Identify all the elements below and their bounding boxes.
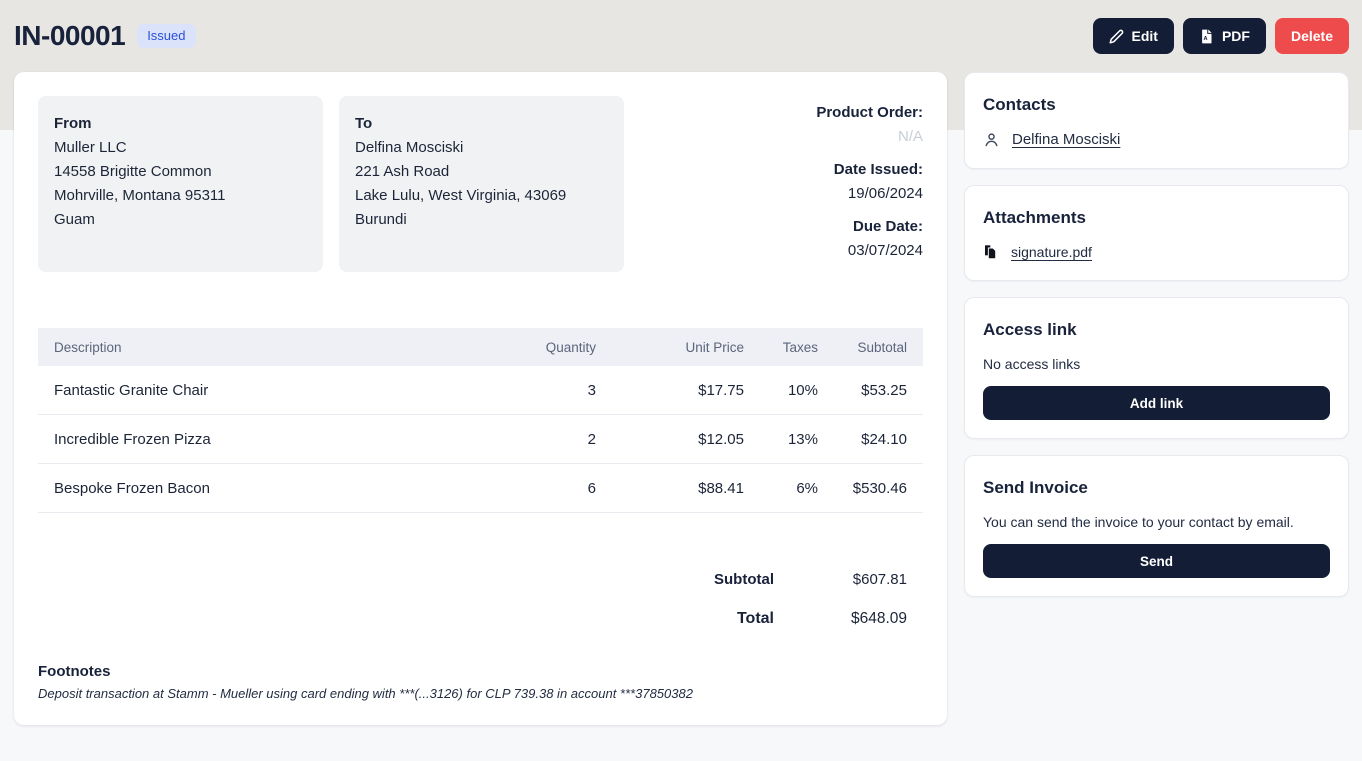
status-badge: Issued [137,24,196,48]
subtotal-label: Subtotal [714,570,774,588]
send-invoice-title: Send Invoice [983,478,1088,497]
column-header-unit-price: Unit Price [685,339,744,355]
to-address-box: To Delfina Mosciski 221 Ash Road Lake Lu… [339,96,624,272]
invoice-view-page: IN-00001 Issued Edit A PDF Delete [14,0,1349,725]
subtotal-row: Subtotal $607.81 [714,559,923,599]
product-order-label: Product Order: [816,104,923,121]
to-line: 221 Ash Road [355,163,450,180]
file-copy-icon [983,244,999,260]
cell-quantity: 3 [587,381,596,399]
cell-taxes: 6% [796,479,818,497]
no-access-links-text: No access links [983,356,1081,372]
table-row: Incredible Frozen Pizza 2 $12.05 13% $24… [38,415,923,464]
page-title: IN-00001 [14,20,126,51]
footnotes-text: Deposit transaction at Stamm - Mueller u… [38,686,693,701]
subtotal-value: $607.81 [852,570,907,588]
attachment-item[interactable]: signature.pdf [983,244,1330,260]
column-header-quantity: Quantity [545,339,596,355]
cell-description: Bespoke Frozen Bacon [54,479,210,497]
to-label: To [355,115,373,132]
due-date-value: 03/07/2024 [847,242,923,259]
cell-unit-price: $88.41 [698,479,744,497]
to-line: Lake Lulu, West Virginia, 43069 [355,187,567,204]
product-order-value: N/A [897,128,923,145]
access-link-card: Access link No access links Add link [964,297,1349,439]
contact-item[interactable]: Delfina Mosciski [983,131,1330,148]
send-button[interactable]: Send [983,544,1330,578]
table-header-row: Description Quantity Unit Price Taxes Su… [38,328,923,366]
attachments-card: Attachments signature.pdf [964,185,1349,281]
contacts-card: Contacts Delfina Mosciski [964,72,1349,169]
pdf-file-icon: A [1199,29,1214,44]
table-row: Bespoke Frozen Bacon 6 $88.41 6% $530.46 [38,464,923,513]
cell-description: Fantastic Granite Chair [54,381,209,399]
line-items-table: Description Quantity Unit Price Taxes Su… [38,328,923,513]
attachments-title: Attachments [983,208,1086,227]
totals-block: Subtotal $607.81 Total $648.09 [714,559,923,639]
cell-unit-price: $12.05 [698,430,744,448]
to-line: Delfina Mosciski [355,139,464,156]
svg-text:A: A [1203,35,1207,41]
date-issued-value: 19/06/2024 [847,185,923,202]
total-value: $648.09 [850,610,907,627]
column-header-description: Description [54,339,122,355]
to-line: Burundi [355,211,407,228]
column-header-subtotal: Subtotal [857,339,907,355]
table-row: Fantastic Granite Chair 3 $17.75 10% $53… [38,366,923,415]
cell-quantity: 6 [587,479,596,497]
invoice-meta: Product Order: N/A Date Issued: 19/06/20… [816,96,923,272]
contact-link[interactable]: Delfina Mosciski [1012,131,1121,148]
date-issued-label: Date Issued: [833,161,923,178]
delete-button[interactable]: Delete [1274,18,1349,54]
contacts-title: Contacts [983,95,1056,114]
cell-subtotal: $53.25 [861,381,907,399]
attachment-link[interactable]: signature.pdf [1011,244,1092,260]
pdf-button[interactable]: A PDF [1182,18,1266,54]
page-header: IN-00001 Issued Edit A PDF Delete [14,0,1349,72]
total-label: Total [736,610,774,627]
from-address-box: From Muller LLC 14558 Brigitte Common Mo… [38,96,323,272]
cell-unit-price: $17.75 [698,381,744,399]
invoice-card: From Muller LLC 14558 Brigitte Common Mo… [14,72,947,725]
sidebar: Contacts Delfina Mosciski Attachments si… [964,72,1349,597]
edit-button[interactable]: Edit [1092,18,1174,54]
header-actions: Edit A PDF Delete [1092,18,1349,54]
footnotes-section: Footnotes Deposit transaction at Stamm -… [38,639,923,701]
access-link-title: Access link [983,320,1077,339]
from-line: Mohrville, Montana 95311 [54,187,226,204]
cell-taxes: 10% [787,381,818,399]
cell-subtotal: $24.10 [861,430,907,448]
cell-taxes: 13% [787,430,818,448]
send-invoice-text: You can send the invoice to your contact… [983,514,1294,530]
due-date-label: Due Date: [852,218,923,235]
from-line: Guam [54,211,95,228]
column-header-taxes: Taxes [782,339,818,355]
person-icon [983,131,1000,148]
cell-quantity: 2 [587,430,596,448]
total-row: Total $648.09 [714,599,923,639]
from-line: Muller LLC [54,139,127,156]
add-link-button[interactable]: Add link [983,386,1330,420]
send-invoice-card: Send Invoice You can send the invoice to… [964,455,1349,597]
pencil-icon [1109,29,1124,44]
from-label: From [54,115,92,132]
cell-subtotal: $530.46 [852,479,907,497]
footnotes-label: Footnotes [38,663,111,680]
from-line: 14558 Brigitte Common [54,163,212,180]
cell-description: Incredible Frozen Pizza [54,430,211,448]
